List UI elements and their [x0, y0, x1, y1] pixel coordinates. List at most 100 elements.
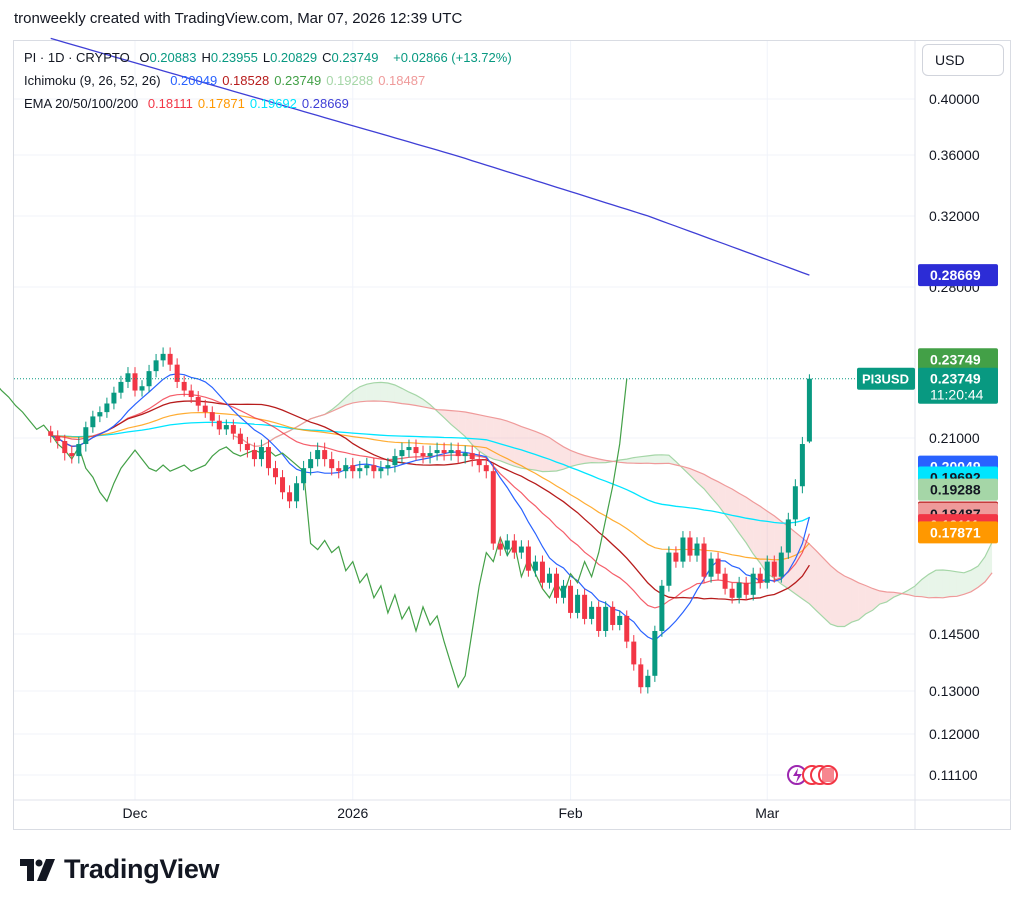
candle-body — [343, 465, 349, 472]
candle-body — [666, 552, 672, 586]
candle — [104, 397, 110, 418]
ichimoku-legend[interactable]: Ichimoku (9, 26, 52, 26) 0.20049 0.18528 0… — [24, 73, 436, 88]
candle-body — [561, 585, 567, 598]
cloud-segment — [661, 454, 669, 464]
kijun-sen-line — [50, 400, 810, 601]
candle — [280, 470, 286, 500]
cloud-segment — [549, 437, 557, 472]
ema-values: 0.18111 0.17871 0.19692 0.28669 — [148, 96, 354, 111]
candle — [406, 439, 412, 458]
ohlc-l: L0.20829 — [262, 50, 318, 65]
chikou-span-line — [0, 378, 628, 689]
cloud-segment — [725, 485, 733, 524]
chart-frame — [13, 40, 1011, 830]
candle-body — [322, 450, 328, 460]
cloud-segment — [352, 386, 360, 403]
candle-body — [76, 444, 82, 457]
candle — [659, 579, 665, 637]
candle-body — [490, 471, 496, 544]
candle — [392, 448, 398, 473]
candle — [287, 485, 293, 509]
candle-body — [771, 561, 777, 577]
cloud-segment — [373, 382, 381, 402]
candle — [273, 460, 278, 485]
candle-body — [785, 519, 791, 553]
cloud-segment — [949, 570, 957, 597]
candle-body — [603, 606, 609, 631]
candle-body — [687, 537, 693, 556]
ema-value: 0.17871 — [197, 96, 245, 111]
symbol-badge — [857, 367, 915, 390]
candle-body — [406, 447, 412, 451]
cloud-segment — [423, 399, 431, 409]
candle — [139, 380, 145, 397]
candle — [483, 457, 489, 479]
candle-body — [582, 594, 588, 619]
candle-body — [680, 537, 686, 562]
candle-body — [357, 468, 363, 472]
ema-legend[interactable]: EMA 20/50/100/200 0.18111 0.17871 0.19692 0… — [24, 96, 360, 111]
cloud-segment — [914, 579, 922, 597]
symbol-legend: PI · 1D · CRYPTO O0.20883 H0.23955 L0.2082… — [24, 50, 518, 65]
symbol-label[interactable]: PI · 1D · CRYPTO — [24, 50, 130, 65]
candle-body — [55, 435, 61, 442]
candle-body — [174, 364, 180, 382]
candle — [371, 457, 377, 479]
candle-body — [497, 543, 503, 550]
candle — [757, 567, 763, 589]
cloud-segment — [907, 586, 915, 597]
candle — [378, 460, 384, 479]
cloud-segment — [689, 468, 697, 483]
candle-body — [631, 641, 637, 665]
cloud-segment — [879, 590, 887, 605]
cloud-segment — [359, 384, 367, 402]
cloud-segment — [795, 532, 803, 599]
price-badge-label: 0.23749 — [930, 371, 981, 387]
ema-value: 0.18111 — [147, 96, 193, 111]
candle-body — [638, 664, 644, 688]
candle-body — [209, 412, 215, 421]
event-icons — [787, 765, 838, 785]
senkou-span-b-line — [233, 400, 993, 599]
candle — [399, 442, 405, 464]
candle-body — [385, 465, 391, 469]
candle — [181, 375, 187, 397]
candle-body — [504, 540, 510, 550]
candle — [434, 442, 440, 461]
candle-body — [715, 558, 721, 574]
ema-100-line — [50, 421, 810, 524]
price-tick-label: 0.32000 — [929, 208, 980, 224]
candle-body — [125, 373, 131, 382]
candle — [125, 367, 131, 389]
candle — [568, 579, 574, 619]
candle — [490, 463, 496, 550]
candle-body — [350, 465, 356, 472]
candle-body — [399, 450, 405, 457]
tradingview-brand: TradingView — [20, 854, 220, 885]
candle — [153, 353, 159, 378]
price-badge-label: 0.19288 — [930, 482, 981, 498]
candle — [322, 442, 328, 467]
candle — [631, 635, 637, 671]
currency-selector[interactable]: USD — [922, 44, 1004, 76]
candle — [764, 555, 770, 589]
candle — [546, 567, 552, 589]
cloud-segment — [345, 391, 353, 406]
cloud-segment — [394, 384, 402, 404]
candle — [265, 439, 271, 476]
cloud-segment — [985, 542, 993, 582]
candle-body — [659, 585, 665, 631]
candle — [511, 534, 517, 559]
cloud-segment — [528, 428, 536, 471]
candle — [561, 579, 567, 604]
candle — [715, 552, 721, 580]
candle-body — [97, 412, 103, 417]
candle — [111, 386, 117, 410]
candle — [364, 457, 370, 476]
cloud-segment — [563, 446, 571, 470]
candles — [48, 347, 812, 694]
candle-body — [216, 420, 222, 430]
price-badge — [918, 264, 998, 287]
candle-body — [308, 459, 314, 469]
